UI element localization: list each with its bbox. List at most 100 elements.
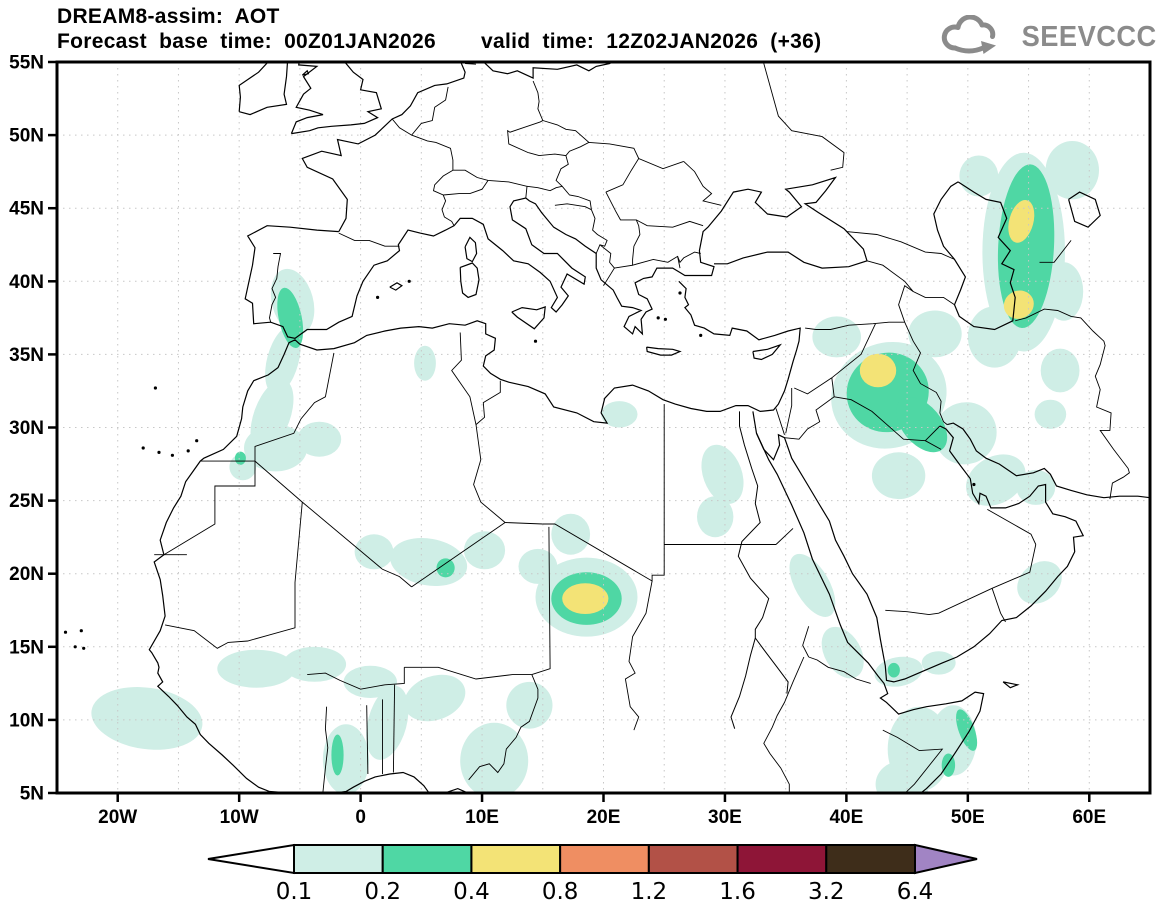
y-tick-label: 45N [9, 199, 44, 220]
country-border-path [451, 332, 477, 425]
y-tick-label: 25N [9, 491, 44, 512]
colorbar-right-arrow [914, 843, 978, 875]
coastline-path [752, 343, 783, 361]
aot-region-level-0.1 [959, 155, 999, 197]
x-tick-label: 50E [951, 807, 985, 828]
aot-region-level-0.2 [956, 709, 978, 751]
aot-region-level-0.1 [414, 345, 436, 381]
country-border-path [904, 322, 948, 425]
aot-region-level-0.4 [1008, 200, 1035, 243]
y-tick-label: 40N [9, 272, 44, 293]
aot-region-level-0.2 [941, 753, 956, 777]
colorbar-label: 0.2 [364, 879, 401, 905]
aot-region-level-0.1 [282, 646, 347, 682]
island-dot [170, 453, 174, 457]
coastline-path [148, 280, 801, 793]
aot-region-level-0.1 [875, 760, 929, 793]
country-border-path [683, 161, 722, 206]
x-tick-label: 20W [98, 807, 137, 828]
logo-text: SEEVCCC [1021, 20, 1157, 53]
aot-region-level-0.1 [966, 454, 1026, 506]
island-dot [157, 450, 161, 454]
colorbar-left-arrow [207, 843, 295, 875]
aot-region-level-0.1 [701, 444, 744, 504]
country-border-path [254, 460, 412, 588]
colorbar: 0.1 0.2 0.4 0.8 1.2 1.6 3.2 6.4 [207, 843, 978, 905]
aot-region-level-0.1 [1040, 348, 1080, 393]
aot-region-level-0.1 [390, 537, 468, 587]
country-border-path [805, 321, 905, 330]
coastline-path [1002, 681, 1020, 689]
axis-layer: 20W 10W 0 10E 20E 30E 40E 50E 60E 55N 50N 45N 40N 35N… [9, 53, 1106, 829]
aot-region-level-0.1 [921, 651, 956, 675]
aot-region-level-0.2 [277, 287, 304, 349]
aot-region-level-0.1 [343, 665, 397, 699]
aot-region-level-0.1 [460, 722, 529, 793]
country-border-path [866, 260, 955, 306]
island-dot [533, 339, 538, 343]
country-border-path [763, 656, 805, 793]
colorbar-box [647, 844, 739, 874]
aot-region-level-0.1 [297, 421, 342, 457]
island-dot [407, 279, 411, 283]
aot-region-level-0.1 [601, 401, 638, 428]
colorbar-box [736, 844, 828, 874]
country-border-path [987, 509, 1037, 545]
country-border-path [432, 169, 455, 226]
aot-region-level-0.1 [871, 452, 926, 500]
country-border-path [338, 232, 400, 247]
aot-contour-layer [91, 141, 1100, 793]
country-border-path [882, 729, 944, 793]
river-path [754, 637, 789, 694]
colorbar-box [381, 844, 473, 874]
colorbar-box [825, 844, 916, 874]
country-border-path [473, 380, 506, 523]
x-tick-label: 20E [587, 807, 621, 828]
country-border-path [465, 63, 477, 65]
colorbar-label: 6.4 [897, 879, 934, 905]
aot-region-level-0.2 [331, 734, 344, 776]
y-tick-label: 55N [9, 53, 44, 74]
aot-region-level-0.4 [1003, 290, 1034, 319]
country-border-path [794, 377, 833, 395]
island-dot [63, 630, 68, 634]
country-border-path [590, 209, 608, 254]
island-dot [73, 645, 77, 649]
y-tick-label: 20N [9, 564, 44, 585]
aot-region-level-0.1 [463, 531, 506, 570]
y-tick-label: 50N [9, 126, 44, 147]
country-border-path [632, 251, 701, 266]
country-border-path [785, 388, 793, 434]
country-border-path [254, 352, 335, 462]
island-dot [663, 317, 668, 321]
country-border-path [885, 587, 993, 616]
country-border-path [831, 323, 876, 379]
country-border-path [269, 253, 282, 323]
island-dot [153, 386, 157, 390]
country-border-path [991, 588, 1006, 623]
island-dot [376, 295, 380, 299]
aot-region-level-0.1 [354, 534, 394, 570]
island-dot [195, 439, 199, 443]
country-border-path [831, 377, 835, 397]
aot-region-level-0.1 [506, 681, 553, 729]
valid-time-label: valid time: 12Z02JAN2026 (+36) [481, 30, 822, 53]
country-border-path [531, 526, 551, 676]
island-dot [678, 291, 682, 295]
colorbar-label: 1.6 [719, 879, 756, 905]
y-tick-label: 30N [9, 418, 44, 439]
country-border-path [468, 674, 539, 781]
country-border-path [322, 706, 329, 792]
aot-region-level-0.1 [322, 724, 370, 793]
country-border-path [775, 528, 794, 545]
y-tick-label: 10N [9, 710, 44, 731]
country-border-path [763, 63, 845, 171]
colorbar-box [293, 844, 384, 874]
country-border-path [775, 408, 785, 435]
aot-region-level-0.1 [404, 674, 466, 722]
y-tick-label: 15N [9, 637, 44, 658]
aot-region-level-0.1 [551, 513, 591, 555]
country-border-path [808, 656, 871, 684]
island-dot [656, 316, 660, 320]
